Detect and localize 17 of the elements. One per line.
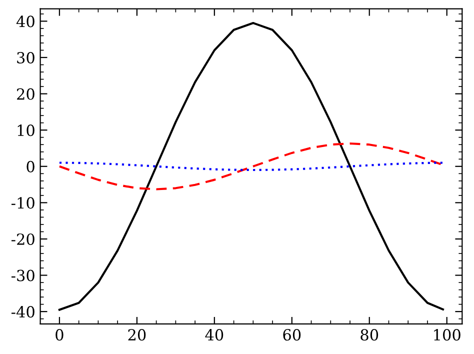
x-tick-label: 0 — [56, 329, 64, 341]
y-tick-label: 40 — [16, 16, 34, 28]
y-tick-label: 10 — [18, 124, 34, 136]
y-tick-label: -20 — [11, 233, 34, 245]
x-tick-label: 60 — [283, 329, 301, 341]
y-tick-label: 30 — [17, 52, 34, 64]
x-tick-label: 40 — [205, 329, 224, 341]
y-tick-label: -30 — [11, 270, 34, 282]
y-tick-label: 20 — [17, 88, 34, 100]
x-tick-label: 80 — [360, 329, 378, 341]
y-tick-label: -10 — [11, 197, 34, 209]
y-tick-label: -40 — [11, 306, 34, 318]
x-tick-label: 20 — [128, 329, 146, 341]
line-series — [58, 22, 444, 311]
y-tick-label: 0 — [26, 160, 34, 172]
x-tick-label: 100 — [434, 329, 460, 341]
line-series — [58, 162, 444, 172]
